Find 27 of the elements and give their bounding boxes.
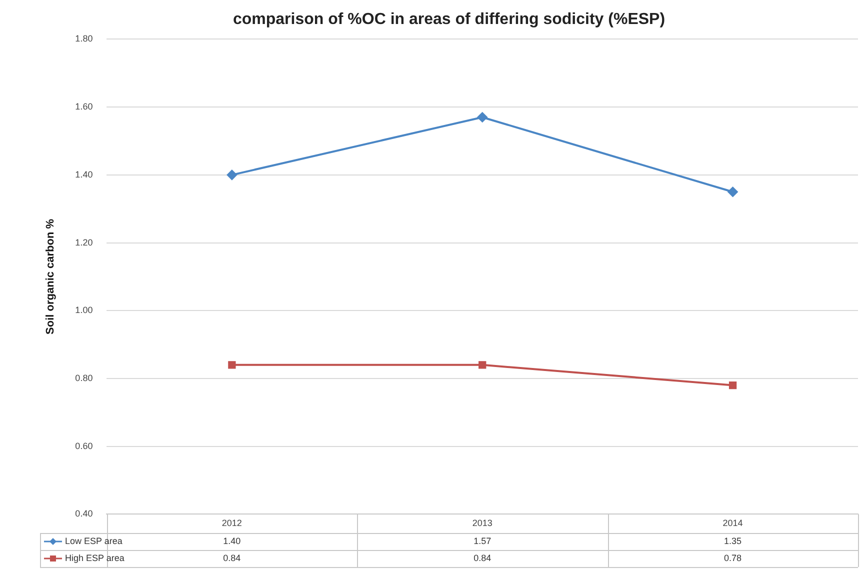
y-axis-title: Soil organic carbon % [44, 218, 57, 334]
y-tick-label: 0.40 [75, 508, 93, 519]
y-tick-label: 1.40 [75, 169, 93, 180]
x-tick-label: 2014 [722, 518, 743, 528]
data-label: 0.84 [474, 552, 492, 563]
data-label: 0.78 [724, 552, 742, 563]
y-tick-label: 1.80 [75, 34, 93, 44]
data-label: 1.57 [474, 536, 492, 546]
x-tick-label: 2012 [222, 518, 242, 528]
point [226, 170, 237, 180]
chart-title: comparison of %OC in areas of differing sodicity (%ESP) [232, 11, 666, 28]
y-tick-label: 1.60 [75, 102, 93, 112]
data-label: 0.84 [223, 552, 241, 563]
point [228, 361, 236, 369]
y-tick-label: 0.60 [75, 440, 93, 451]
data-label: 1.35 [724, 536, 742, 546]
point [728, 381, 737, 390]
data-label: 1.40 [223, 536, 241, 546]
y-tick-label: 1.00 [75, 305, 93, 316]
legend-label: High ESP area [65, 552, 124, 563]
legend-label: Low ESP area [65, 536, 122, 546]
y-tick-label: 1.20 [75, 237, 93, 248]
point [478, 361, 486, 369]
point [728, 186, 738, 197]
x-tick-label: 2013 [472, 518, 492, 528]
point [477, 112, 488, 122]
y-tick-label: 0.80 [75, 372, 93, 383]
